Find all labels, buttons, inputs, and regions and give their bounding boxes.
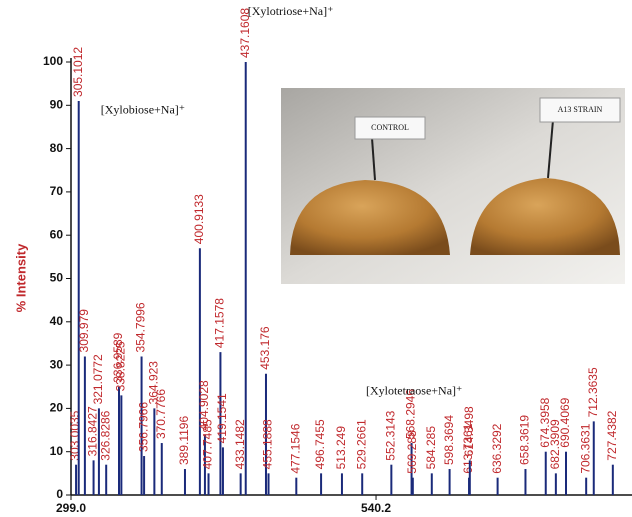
peak-label: 321.0772	[91, 354, 105, 404]
peak-label: 309.979	[77, 309, 91, 353]
peak-label: 356.7966	[136, 402, 150, 452]
photo-label: A13 STRAIN	[558, 105, 603, 114]
x-tick-label: 540.2	[361, 501, 391, 515]
peak-label: 727.4382	[605, 410, 619, 460]
peak-label: 690.4069	[558, 397, 572, 447]
y-tick-label: 90	[50, 97, 64, 111]
peak-label: 569.288	[405, 430, 419, 474]
y-tick-label: 40	[50, 314, 64, 328]
peak-label: 419.1541	[215, 393, 229, 443]
peak-label: 513.249	[334, 426, 348, 470]
photo-inset: CONTROL A13 STRAIN	[281, 88, 625, 284]
peak-label: 712.3635	[586, 367, 600, 417]
y-tick-label: 20	[50, 401, 64, 415]
peak-label: 584.285	[424, 426, 438, 470]
peak-label: 598.3694	[442, 415, 456, 465]
y-tick-label: 0	[56, 487, 63, 501]
y-tick-label: 30	[50, 357, 64, 371]
peak-label: 477.1546	[288, 423, 302, 473]
peak-label: 326.8286	[98, 410, 112, 460]
y-tick-label: 50	[50, 271, 64, 285]
peak-label: 303.0035	[68, 410, 82, 460]
peak-label: 636.3292	[490, 423, 504, 473]
peak-label: 433.1482	[233, 419, 247, 469]
peak-label: 552.3143	[384, 410, 398, 460]
peak-label: 305.1012	[71, 47, 85, 97]
peak-label: 400.9133	[192, 194, 206, 244]
peak-label: 338.8225	[114, 341, 128, 391]
y-tick-label: 100	[43, 54, 63, 68]
y-tick-label: 70	[50, 184, 64, 198]
annotation: [Xylotetraose+Na]⁺	[366, 384, 462, 398]
chart: CONTROL A13 STRAIN % Intensity 0 10 20 30 40…	[0, 0, 632, 517]
y-tick-label: 60	[50, 227, 64, 241]
peak-label: 370.7766	[154, 389, 168, 439]
y-tick-label: 80	[50, 141, 64, 155]
photo-label: CONTROL	[371, 123, 409, 132]
peak-label: 496.7455	[313, 419, 327, 469]
peak-label: 389.1196	[177, 416, 191, 465]
peak-label: 354.7996	[134, 302, 148, 352]
peak-label: 529.2661	[354, 419, 368, 469]
peak-label: 614.3498	[462, 406, 476, 456]
y-tick-label: 10	[50, 444, 64, 458]
annotation: [Xylotriose+Na]⁺	[248, 4, 334, 18]
y-axis-title: % Intensity	[13, 243, 28, 312]
annotation: [Xylobiose+Na]⁺	[101, 103, 185, 117]
x-tick-label: 299.0	[56, 501, 86, 515]
peak-label: 407.7485	[201, 419, 215, 469]
peak-label: 417.1578	[213, 298, 227, 348]
peak-label: 455.1888	[261, 419, 275, 469]
peak-label: 453.176	[258, 326, 272, 370]
peak-label: 706.3631	[578, 423, 592, 473]
peak-label: 658.3619	[518, 415, 532, 465]
